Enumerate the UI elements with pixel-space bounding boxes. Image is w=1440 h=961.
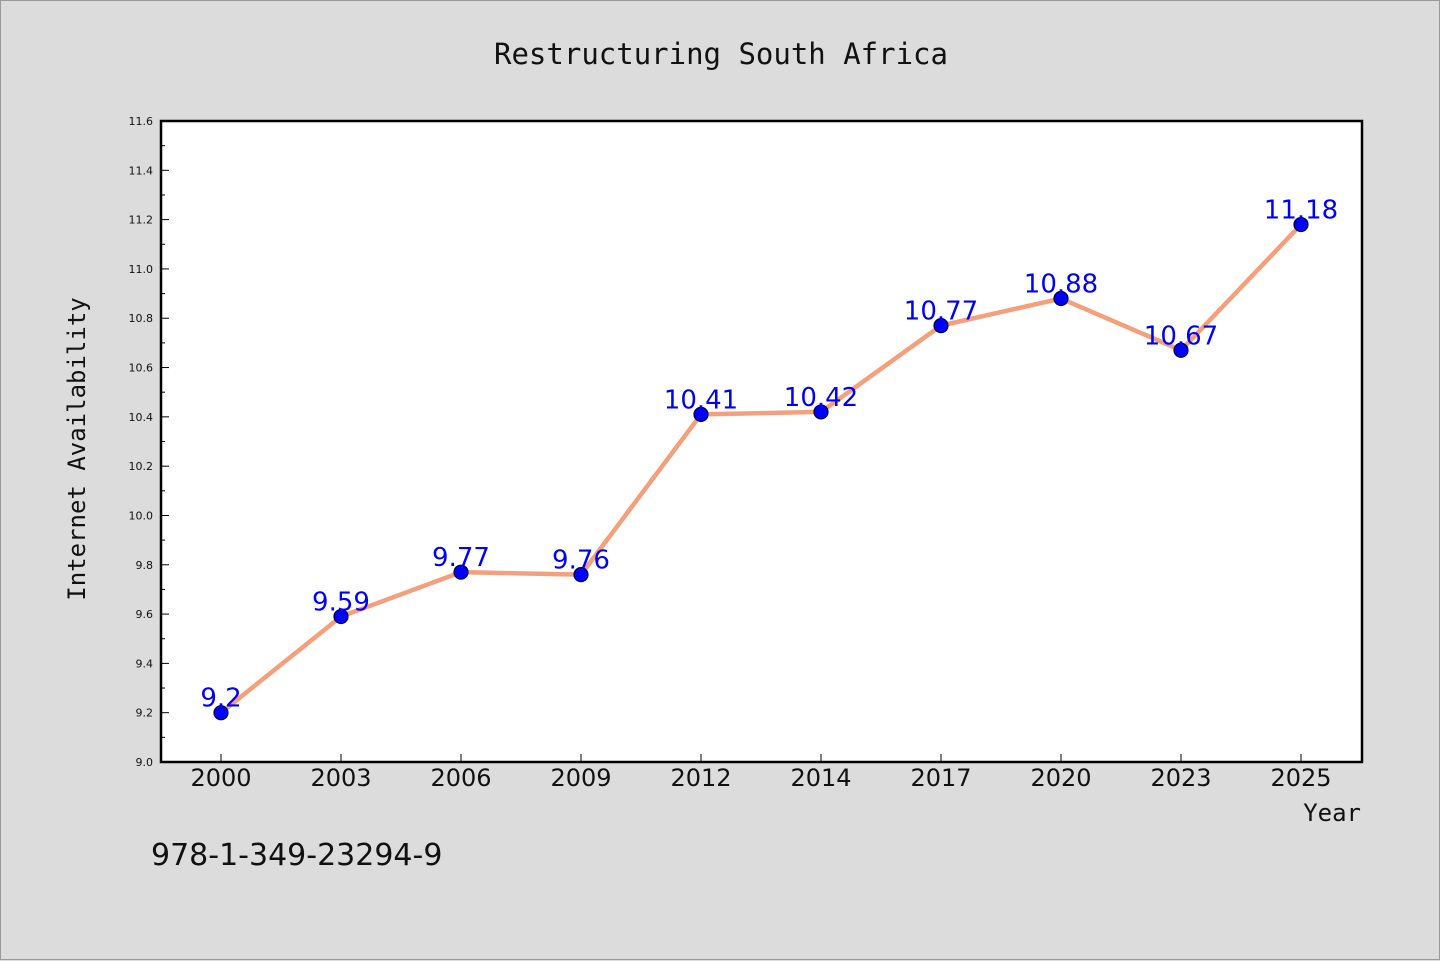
y-tick-label: 10.8: [129, 312, 154, 325]
data-label: 10.67: [1144, 321, 1218, 351]
data-label: 9.76: [552, 546, 610, 576]
y-axis: 9.0 9.2 9.4 9.6 9.8 10.0 10.2 10.4 10.6 10.8 11.0 1…: [129, 115, 169, 769]
y-tick-label: 10.0: [129, 509, 154, 522]
x-axis: 2000 2003 2006 2009 2012 2014 2017 2020 2023 2025: [190, 754, 1332, 792]
data-label: 9.77: [432, 543, 490, 573]
x-tick-label: 2023: [1150, 764, 1211, 792]
data-label: 9.2: [200, 684, 241, 714]
data-point: [1053, 290, 1069, 307]
x-tick-label: 2003: [310, 764, 371, 792]
isbn-text: 978-1-349-23294-9: [151, 838, 442, 873]
y-axis-title: Internet Availability: [63, 297, 91, 600]
y-tick-label: 10.6: [129, 362, 154, 375]
data-point: [693, 406, 709, 422]
y-tick-label: 9.6: [136, 608, 154, 621]
y-tick-label: 10.4: [129, 411, 154, 424]
x-tick-label: 2017: [910, 764, 971, 792]
plot-area: [159, 119, 1364, 764]
x-tick-label: 2012: [670, 764, 731, 792]
x-axis-title: Year: [1303, 799, 1361, 827]
x-tick-label: 2025: [1270, 764, 1331, 792]
data-label: 11.18: [1264, 196, 1338, 226]
data-label: 10.41: [664, 385, 738, 415]
y-tick-label: 9.0: [136, 756, 154, 769]
y-tick-label: 11.4: [129, 164, 154, 177]
data-markers: [213, 216, 1309, 721]
y-tick-label: 9.2: [136, 707, 154, 720]
data-point: [1293, 216, 1309, 233]
y-tick-label: 11.0: [129, 263, 154, 276]
y-tick-label: 11.6: [129, 115, 154, 128]
data-labels: 9.2 9.59 9.77 9.76 10.41 10.42 10.77 10.88 10.67…: [200, 196, 1338, 714]
data-point: [333, 608, 349, 625]
y-tick-label: 9.4: [136, 657, 154, 670]
series-line: [218, 222, 1304, 715]
data-point: [1173, 342, 1189, 358]
data-label: 10.88: [1024, 270, 1098, 300]
x-tick-label: 2014: [790, 764, 851, 792]
y-tick-label: 9.8: [136, 559, 154, 572]
x-tick-label: 2020: [1030, 764, 1091, 792]
x-tick-label: 2009: [550, 764, 611, 792]
series-line-group: [218, 222, 1304, 715]
y-tick-label: 11.2: [129, 214, 154, 227]
data-label: 10.77: [904, 297, 978, 327]
x-tick-label: 2006: [430, 764, 491, 792]
chart-title: Restructuring South Africa: [494, 37, 948, 71]
data-point: [453, 564, 469, 580]
data-point: [573, 567, 589, 583]
data-label: 9.59: [312, 588, 370, 618]
x-tick-label: 2000: [190, 764, 251, 792]
data-point: [813, 404, 829, 420]
y-tick-label: 10.2: [129, 460, 154, 473]
data-point: [933, 318, 949, 334]
data-point: [213, 705, 229, 721]
data-label: 10.42: [784, 383, 858, 413]
